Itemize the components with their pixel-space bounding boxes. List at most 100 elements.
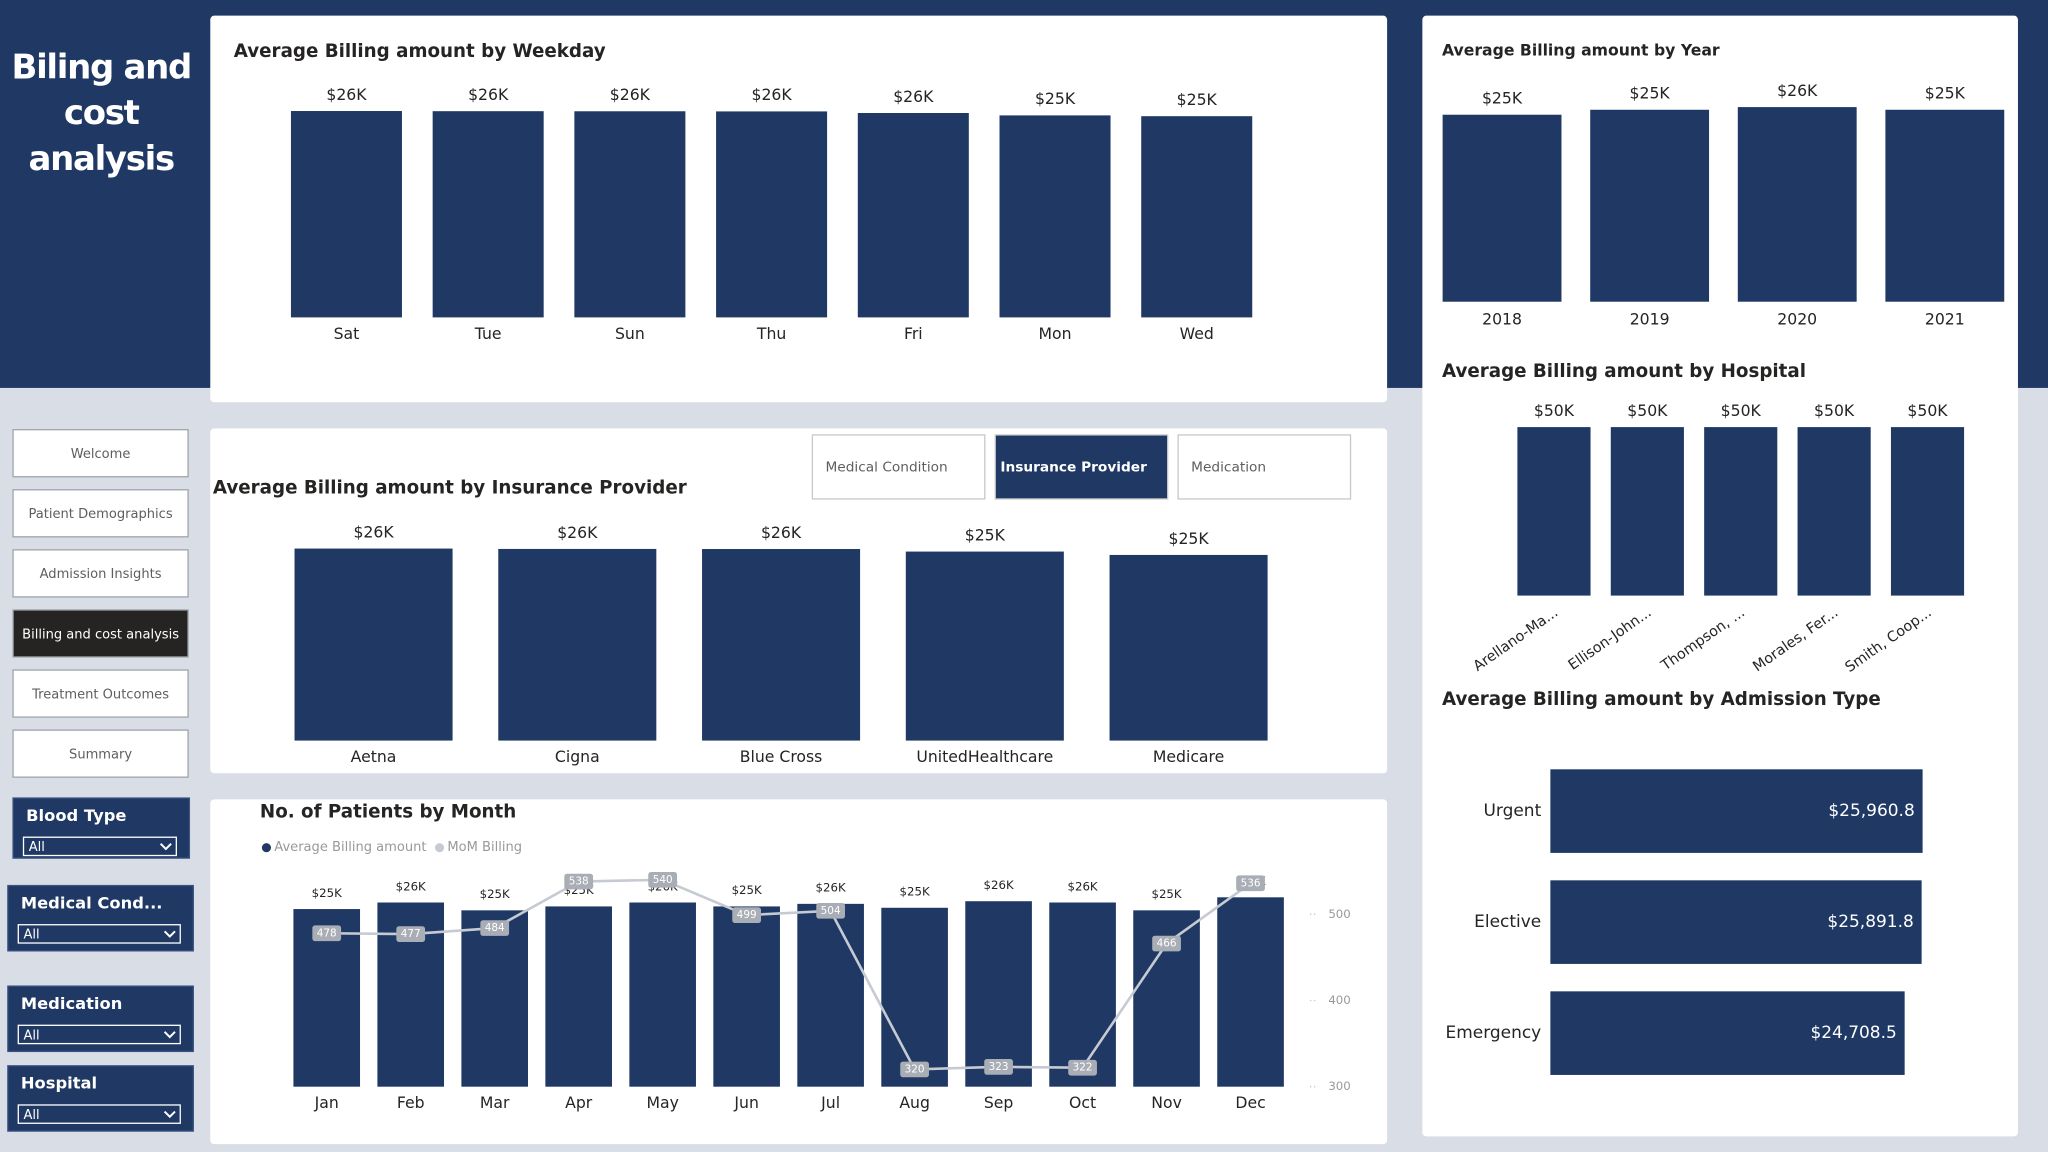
line-label: 320: [905, 1063, 925, 1075]
nav-label[interactable]: Welcome: [71, 447, 131, 462]
filter-value[interactable]: All: [24, 928, 40, 943]
filter-dropdown[interactable]: [17, 924, 181, 944]
nav-label[interactable]: Summary: [69, 747, 132, 762]
data-label: $50K: [1721, 401, 1762, 420]
data-label: $26K: [752, 85, 793, 104]
x-tick-label: Aug: [899, 1093, 930, 1112]
x-tick-label: Mar: [480, 1093, 510, 1112]
line-label-box: [1152, 935, 1181, 952]
line-label-box: [1068, 1059, 1097, 1076]
data-label: $25K: [1177, 90, 1218, 109]
chart-title: No. of Patients by Month: [260, 801, 516, 822]
bar: [1141, 116, 1253, 318]
line-label: 466: [1157, 938, 1177, 950]
sidebar-title: Biling and cost analysis: [11, 48, 192, 179]
x-tick-label: Tue: [474, 324, 502, 343]
data-label: $26K: [893, 87, 934, 106]
bar: [461, 910, 528, 1087]
line-label: 323: [989, 1061, 1009, 1073]
bar: [1109, 554, 1268, 741]
filter-value[interactable]: All: [24, 1028, 40, 1043]
tab-button[interactable]: [811, 434, 986, 500]
x-tick-label: Aetna: [351, 747, 397, 766]
dropdown-chevron: [163, 1031, 176, 1039]
line-label: 536: [1241, 877, 1261, 889]
x-tick-label: Sep: [984, 1093, 1014, 1112]
nav-button[interactable]: [12, 429, 189, 478]
bar: [545, 906, 612, 1087]
x-tick-label: Nov: [1151, 1093, 1182, 1112]
x-tick-label: Sat: [334, 324, 360, 343]
tab-label[interactable]: Insurance Provider: [1000, 460, 1147, 476]
x-tick-label: 2019: [1630, 310, 1670, 329]
nav-button[interactable]: [12, 609, 189, 658]
x-tick-label: Dec: [1235, 1093, 1265, 1112]
x-tick-label: Sun: [615, 324, 645, 343]
bar: [1442, 114, 1562, 302]
bar: [1049, 902, 1116, 1087]
filter-value[interactable]: All: [24, 1108, 40, 1123]
tab-label[interactable]: Medication: [1191, 460, 1266, 476]
data-label: $26K: [610, 85, 651, 104]
line-label-box: [900, 1061, 929, 1078]
x-tick-label: 2021: [1925, 310, 1965, 329]
filter-label: Medical Cond...: [21, 893, 163, 912]
dropdown-chevron: [163, 930, 176, 938]
bar: [294, 548, 453, 741]
data-label: $25K: [1482, 89, 1523, 108]
dropdown-chevron: [159, 843, 172, 851]
filter-value[interactable]: All: [29, 840, 45, 855]
x-tick-label: Medicare: [1153, 747, 1224, 766]
bar: [1885, 109, 2005, 302]
nav-button[interactable]: [12, 729, 189, 778]
line-label: 504: [821, 905, 841, 917]
x-tick-label: 2020: [1777, 310, 1817, 329]
y2-tick-label: 300: [1328, 1079, 1350, 1093]
line-label: 540: [653, 874, 673, 886]
bar: [1550, 880, 1922, 964]
chart-title: Average Billing amount by Year: [1442, 40, 1720, 59]
nav-label[interactable]: Admission Insights: [40, 567, 162, 582]
bar: [702, 549, 861, 741]
filter-dropdown[interactable]: [17, 1104, 181, 1124]
x-tick-label: Blue Cross: [740, 747, 823, 766]
nav-button[interactable]: [12, 549, 189, 598]
data-label: $25K: [480, 887, 510, 901]
y-tick-label: Urgent: [1484, 801, 1542, 821]
x-tick-label: Jun: [733, 1093, 758, 1112]
bar: [797, 903, 864, 1087]
bar: [999, 115, 1111, 318]
data-label: $26K: [468, 85, 509, 104]
bar: [716, 111, 828, 318]
line-label-box: [480, 920, 510, 936]
bar: [1590, 109, 1710, 302]
nav-button[interactable]: [12, 669, 189, 718]
bar: [1610, 427, 1684, 596]
bar: [629, 902, 696, 1087]
line-label: 322: [1073, 1062, 1093, 1074]
data-label: $25K: [1035, 89, 1076, 108]
line-label-box: [816, 903, 845, 919]
data-label: $25,891.8: [1827, 912, 1913, 932]
line-label: 477: [401, 928, 421, 940]
line-label: 478: [317, 927, 337, 939]
bar: [290, 111, 402, 318]
nav-button[interactable]: [12, 489, 189, 538]
nav-label[interactable]: Treatment Outcomes: [31, 687, 169, 702]
line-label-box: [732, 907, 762, 923]
nav-label[interactable]: Billing and cost analysis: [22, 627, 179, 642]
x-tick-label: Cigna: [555, 747, 600, 766]
tab-button[interactable]: [994, 434, 1169, 500]
nav-label[interactable]: Patient Demographics: [29, 507, 173, 522]
tab-label[interactable]: Medical Condition: [825, 460, 947, 476]
y-tick-label: Elective: [1474, 912, 1541, 932]
data-label: $26K: [353, 522, 394, 541]
bar: [905, 551, 1064, 741]
x-tick-label: May: [646, 1093, 678, 1112]
data-label: $25K: [1925, 84, 1966, 103]
x-tick-label: Fri: [904, 324, 923, 343]
tab-button[interactable]: [1177, 434, 1352, 500]
x-tick-label: Jul: [820, 1093, 840, 1112]
filter-dropdown[interactable]: [22, 836, 177, 857]
filter-dropdown[interactable]: [17, 1024, 181, 1045]
